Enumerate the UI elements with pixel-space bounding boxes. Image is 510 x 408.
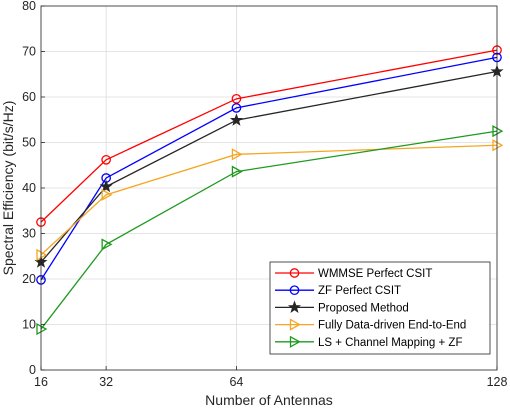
x-tick-label: 32 bbox=[99, 375, 113, 389]
y-tick-label: 50 bbox=[22, 136, 36, 150]
series-4 bbox=[36, 125, 504, 336]
y-tick-label: 60 bbox=[22, 90, 36, 104]
data-point-marker bbox=[229, 113, 243, 126]
data-point-marker bbox=[231, 93, 242, 104]
series-line bbox=[40, 144, 498, 256]
legend-label: Fully Data-driven End-to-End bbox=[318, 320, 466, 332]
y-axis-label: Spectral Efficiency (bit/s/Hz) bbox=[0, 101, 16, 276]
y-tick-label: 40 bbox=[22, 181, 36, 195]
series-line bbox=[40, 49, 498, 223]
data-point-marker bbox=[492, 139, 504, 152]
data-point-marker bbox=[99, 179, 113, 193]
legend-label: LS + Channel Mapping + ZF bbox=[318, 337, 462, 349]
plot-series bbox=[34, 45, 504, 336]
legend: WMMSE Perfect CSIT ZF Perfect CSIT Propose… bbox=[269, 261, 491, 355]
y-tick-label: 0 bbox=[29, 363, 36, 377]
data-point-marker bbox=[289, 318, 301, 331]
y-tick-label: 20 bbox=[22, 272, 36, 286]
legend-item: Fully Data-driven End-to-End bbox=[275, 318, 466, 332]
data-point-marker bbox=[289, 335, 301, 348]
series-line bbox=[40, 130, 498, 330]
x-axis-label: Number of Antennas bbox=[205, 392, 333, 408]
data-point-marker bbox=[289, 268, 300, 278]
x-tick-label: 128 bbox=[487, 375, 508, 389]
data-point-marker bbox=[231, 103, 242, 113]
y-tick-label: 10 bbox=[22, 318, 36, 332]
y-tick-label: 80 bbox=[22, 0, 36, 13]
series-line bbox=[40, 56, 498, 281]
data-point-marker bbox=[101, 238, 113, 251]
data-point-marker bbox=[36, 248, 48, 261]
data-point-marker bbox=[231, 148, 243, 161]
data-point-marker bbox=[492, 125, 504, 138]
data-point-marker bbox=[287, 300, 302, 313]
data-point-marker bbox=[289, 285, 300, 296]
legend-item: ZF Perfect CSIT bbox=[275, 285, 401, 297]
data-point-marker bbox=[231, 165, 243, 178]
data-point-marker bbox=[36, 322, 48, 336]
legend-item: LS + Channel Mapping + ZF bbox=[275, 335, 462, 349]
legend-item: WMMSE Perfect CSIT bbox=[275, 268, 432, 280]
x-tick-label: 64 bbox=[229, 375, 243, 389]
legend-label: WMMSE Perfect CSIT bbox=[318, 268, 432, 280]
legend-item: Proposed Method bbox=[275, 300, 409, 314]
legend-label: Proposed Method bbox=[318, 302, 409, 314]
legend-label: ZF Perfect CSIT bbox=[318, 285, 401, 297]
y-tick-label: 70 bbox=[22, 45, 36, 59]
data-point-marker bbox=[101, 154, 111, 165]
x-tick-label: 16 bbox=[34, 375, 48, 389]
y-tick-label: 30 bbox=[22, 227, 36, 241]
data-point-marker bbox=[101, 188, 113, 201]
series-3 bbox=[36, 139, 504, 261]
axis-ticks: 0 10 20 30 40 50 60 70 80 16 32 64 128 bbox=[22, 0, 507, 389]
